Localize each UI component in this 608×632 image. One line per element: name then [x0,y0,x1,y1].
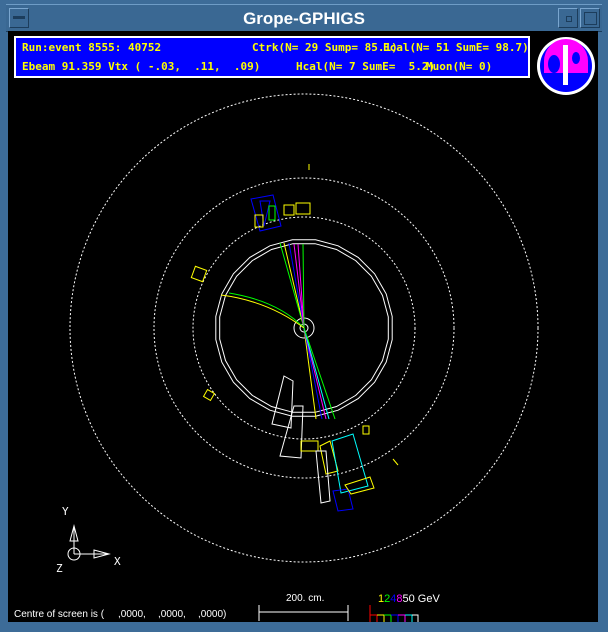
middle-boundary [153,177,455,479]
maximize-button[interactable] [580,8,600,28]
hcal-cluster [315,450,331,504]
cluster [190,265,208,283]
inner-boundary [192,216,416,440]
scale-bar [258,605,349,621]
hcal-cluster [271,375,294,429]
minimize-button[interactable] [558,8,578,28]
run-event: Run:event 8555: 40752 [22,41,162,54]
energy-scale-2: 2 [384,593,391,605]
centre-y: ,0000, [158,609,186,620]
x-arrow-icon [93,549,111,559]
cluster [259,200,271,227]
track [302,243,305,329]
track [303,327,330,420]
x-axis-label: X [114,555,121,568]
cluster [268,205,276,221]
track [283,242,305,329]
outer-boundary [69,93,539,563]
status-footer: Centre of screen is ( ,0000, ,0000, ,000… [8,593,598,622]
ecal-summary: Ecal(N= 51 SumE= 98.7) [383,41,529,54]
muon-summary: Muon(N= 0) [426,60,493,73]
energy-scale-legend: 124850 GeV [378,593,440,605]
track [303,327,323,420]
track [303,327,336,420]
window-title: Grope-GPHIGS [243,9,365,28]
track [293,243,305,329]
jet-chamber-outer [215,239,393,417]
centre-z: ,0000) [198,609,227,620]
cluster [250,194,282,232]
cluster [332,488,354,512]
energy-scale-1: 1 [378,593,385,605]
calorimeter-boundaries [69,93,539,563]
track [288,242,305,329]
cluster [344,476,375,495]
energy-scale-4: 4 [390,593,397,605]
muon-marker [392,458,399,466]
event-info-panel: Run:event 8555: 40752 Ctrk(N= 29 Sump= 85… [14,36,530,78]
event-display-canvas[interactable]: Run:event 8555: 40752 Ctrk(N= 29 Sump= 85… [8,31,598,622]
track [220,294,305,329]
ebeam-vertex: Ebeam 91.359 Vtx ( -.03, .11, .09) [22,60,261,73]
axis-gizmo: Y X Z [56,505,121,575]
detector-view: Y X Z [56,37,595,622]
scale-label: 200. cm. [286,593,325,604]
y-axis-label: Y [62,505,69,518]
centre-label: Centre of screen is ( [14,609,105,620]
energy-scale-50: 50 [402,593,415,605]
window-menu-button[interactable] [9,8,29,28]
cluster [283,204,295,216]
cluster [331,433,369,494]
cluster [254,214,264,228]
opal-logo [537,37,595,95]
track [228,292,305,329]
cluster [362,425,370,435]
cluster [202,388,216,402]
z-axis-label: Z [56,562,63,575]
cluster [319,440,339,475]
energy-scale-8: 8 [396,593,403,605]
y-arrow-icon [69,524,79,542]
cluster [295,202,311,215]
track [297,243,305,329]
track [279,242,305,329]
track [303,327,317,420]
title-bar[interactable]: Grope-GPHIGS [6,4,602,32]
centre-x: ,0000, [118,609,146,620]
energy-scale-bar [369,605,419,622]
energy-unit: GeV [414,593,440,605]
cluster [300,440,319,452]
calorimeter-clusters [190,164,399,512]
tracks [220,242,336,420]
jet-chamber-inner [219,243,389,413]
hcal-cluster [279,405,304,459]
z-axis-icon [67,547,81,561]
